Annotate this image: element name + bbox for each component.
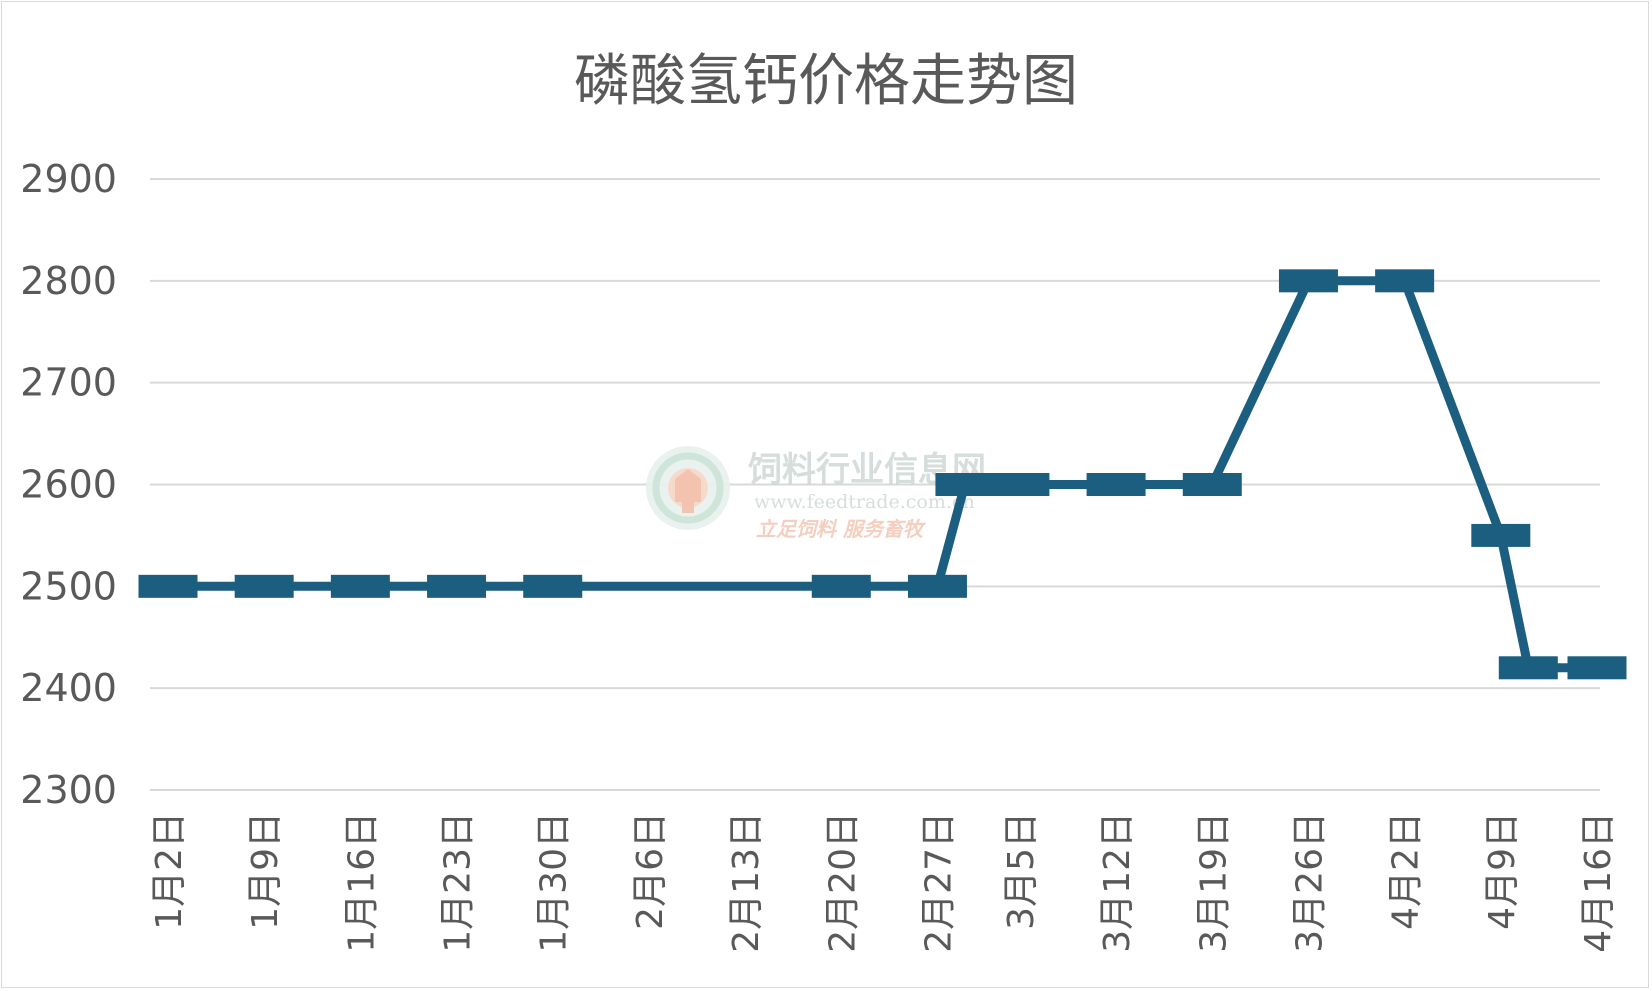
data-point-marker [1498,656,1558,680]
x-tick-label: 1月9日 [245,812,286,930]
x-tick-label: 1月23日 [438,812,479,953]
x-tick-label: 4月2日 [1386,812,1427,930]
data-point-marker [427,574,487,598]
data-point-marker [330,574,390,598]
data-point-marker [990,473,1050,496]
x-tick-label: 2月20日 [822,812,863,953]
y-tick-label: 2300 [20,768,117,812]
data-point-marker [907,574,967,598]
data-point-marker [1471,523,1531,547]
x-tick-label: 2月6日 [630,812,671,930]
y-tick-label: 2500 [20,564,117,608]
y-tick-label: 2800 [20,259,117,303]
watermark: 饲料行业信息网 www.feedtrade.com.cn 立足饲料 服务畜牧 [646,446,986,541]
x-tick-label: 1月16日 [341,812,382,953]
data-point-marker [1567,656,1627,680]
x-tick-label: 4月16日 [1578,812,1619,953]
data-point-marker [1278,269,1338,293]
data-point-marker [1086,473,1146,496]
data-point-marker [935,473,995,496]
x-tick-label: 3月12日 [1097,812,1138,953]
y-tick-label: 2400 [20,666,117,710]
x-tick-label: 1月2日 [149,812,190,930]
chart-title: 磷酸氢钙价格走势图 [574,49,1078,114]
data-point-marker [811,574,871,598]
data-point-marker [1375,269,1435,293]
x-tick-label: 4月9日 [1482,812,1523,930]
x-tick-label: 2月27日 [918,812,959,953]
watermark-url: www.feedtrade.com.cn [754,491,975,513]
series-markers [138,269,1627,680]
data-point-marker [523,574,583,598]
x-tick-label: 3月19日 [1193,812,1234,953]
y-tick-label: 2600 [20,463,117,507]
data-point-marker [138,574,198,598]
x-axis-ticks: 1月2日 1月9日 1月16日 1月23日 1月30日 2月6日 2月13日 2月20日 2月2… [149,812,1619,953]
watermark-slogan: 立足饲料 服务畜牧 [756,517,926,541]
data-point-marker [1182,473,1242,496]
x-tick-label: 3月26日 [1289,812,1330,953]
y-tick-label: 2700 [20,361,117,405]
y-axis-ticks: 2300 2400 2500 2600 2700 2800 2900 [20,157,117,812]
watermark-logo-icon [646,446,730,530]
data-point-marker [234,574,294,598]
y-tick-label: 2900 [20,157,117,201]
x-tick-label: 2月13日 [726,812,767,953]
x-tick-label: 1月30日 [534,812,575,953]
x-tick-label: 3月5日 [1001,812,1042,930]
